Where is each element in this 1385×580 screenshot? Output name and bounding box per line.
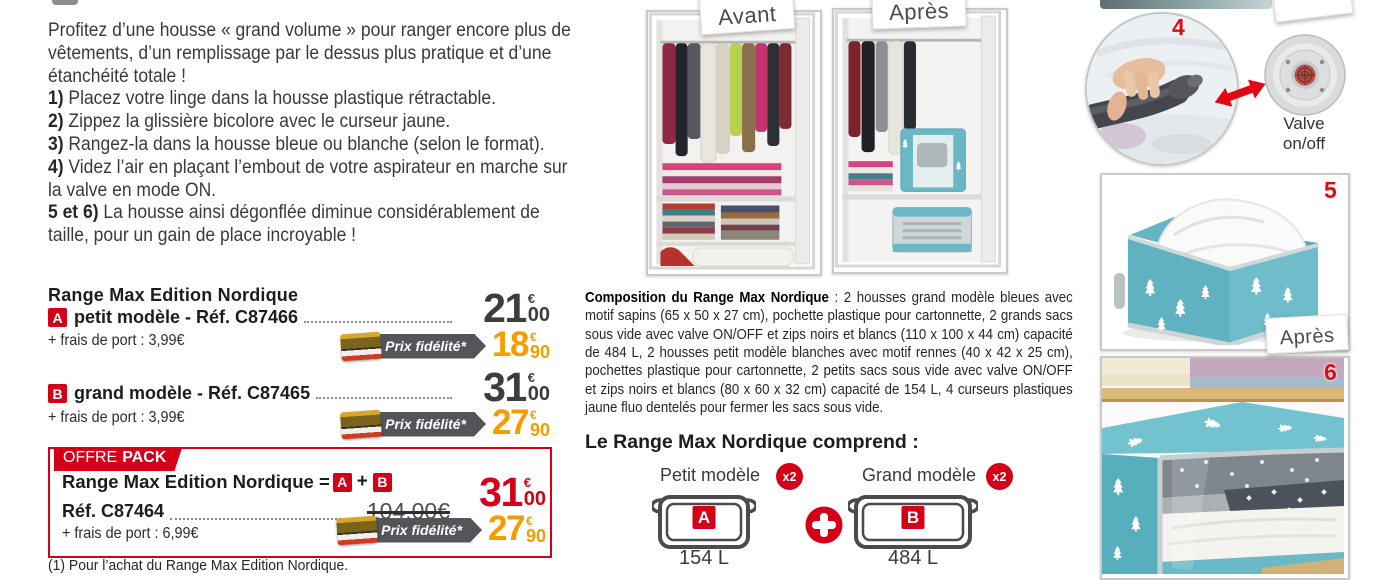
apres-label-card-right: Après xyxy=(1265,313,1349,355)
intro-and-steps: Profitez d’une housse « grand volume » p… xyxy=(48,20,580,248)
product-b-loyalty-price: 27 €90 xyxy=(492,403,550,442)
product-a-row: A petit modèle - Réf. C87466 xyxy=(48,307,550,328)
loyalty-card-icon xyxy=(340,331,383,361)
double-arrow-icon xyxy=(1210,72,1271,120)
cropped-photo-edge-left xyxy=(52,0,78,5)
product-b-row: B grand modèle - Réf. C87465 xyxy=(48,383,550,404)
letter-b-badge: B xyxy=(901,506,925,530)
composition-title: Composition du Range Max Nordique xyxy=(585,290,829,306)
letter-b-badge: B xyxy=(48,384,67,403)
avant-label: Avant xyxy=(717,0,778,30)
product-a-block: Range Max Edition Nordique A petit modèl… xyxy=(48,285,550,363)
letter-b-badge: B xyxy=(372,472,392,492)
product-a-price: 21 €00 xyxy=(483,285,550,331)
pack-shipping: + frais de port : 6,99€ xyxy=(62,525,199,542)
pack-loyalty-price: 27 €90 xyxy=(488,509,546,548)
product-a-loyalty-price: 18 €90 xyxy=(492,325,550,364)
bag-a-drawing: A xyxy=(650,489,758,549)
shelf-bag-closeup-photo xyxy=(1100,356,1350,580)
dotted-leader xyxy=(316,397,452,399)
intro-paragraph: Profitez d’une housse « grand volume » p… xyxy=(48,20,571,87)
composition-paragraph: Composition du Range Max Nordique : 2 ho… xyxy=(585,290,1073,417)
apres-label: Après xyxy=(888,0,950,26)
pack-price: 31 €00 xyxy=(479,469,546,515)
wardrobe-before-photo xyxy=(646,10,822,276)
step-4-number: 4 xyxy=(1172,14,1185,40)
step-5-number: 5 xyxy=(1324,177,1337,203)
loyalty-card-icon xyxy=(336,515,379,545)
offre-pack-badge: OFFRE PACK xyxy=(54,447,182,471)
prix-fidelite-badge: Prix fidélité* xyxy=(373,334,486,359)
product-b-block: B grand modèle - Réf. C87465 31 €00 + fr… xyxy=(48,364,550,442)
apres-label-card-top: Après xyxy=(871,0,967,30)
wardrobe-after-photo xyxy=(832,8,1008,274)
x2-badge-petit: x2 xyxy=(776,463,803,490)
loyalty-card-icon xyxy=(340,409,383,439)
prix-fidelite-badge: Prix fidélité* xyxy=(373,412,486,437)
petit-modele-label: Petit modèle xyxy=(660,465,761,485)
bag-b-drawing: B xyxy=(846,489,980,549)
product-a-loyalty: Prix fidélité* 18 €90 xyxy=(340,325,550,364)
comprend-heading: Le Range Max Nordique comprend : xyxy=(585,431,919,453)
prix-fidelite-badge: Prix fidélité* xyxy=(369,518,482,543)
pack-equation: Range Max Edition Nordique = A + B xyxy=(62,471,395,493)
step-2: 2) Zippez la glissière bicolore avec le … xyxy=(48,111,451,133)
letter-a-badge: A xyxy=(332,472,352,492)
step-4: 4) Videz l’air en plaçant l’embout de vo… xyxy=(48,156,568,201)
cropped-label-card xyxy=(1272,0,1354,23)
product-a-name: petit modèle - Réf. C87466 xyxy=(74,307,299,327)
letter-a-badge: A xyxy=(48,308,67,327)
plus-icon xyxy=(804,505,844,545)
step-6-number: 6 xyxy=(1324,359,1337,385)
letter-a-badge: A xyxy=(692,506,716,530)
step-5-6: 5 et 6) La housse ainsi dégonflée diminu… xyxy=(48,202,540,247)
plus-sign: + xyxy=(356,471,368,492)
product-b-price: 31 €00 xyxy=(483,364,550,410)
product-a-shipping: + frais de port : 3,99€ xyxy=(48,332,185,349)
valve-caption: Valve on/off xyxy=(1282,114,1326,153)
step-3: 3) Rangez-la dans la housse bleue ou bla… xyxy=(48,133,545,155)
pack-ref-row: Réf. C87464 104,00€ xyxy=(62,498,450,525)
step-1: 1) Placez votre linge dans la housse pla… xyxy=(48,88,496,110)
apres-label: Après xyxy=(1279,324,1336,350)
pack-ref: Réf. C87464 xyxy=(62,501,165,521)
product-b-shipping: + frais de port : 3,99€ xyxy=(48,409,185,426)
vacuum-nozzle-photo xyxy=(1085,12,1239,166)
product-b-loyalty: Prix fidélité* 27 €90 xyxy=(340,403,550,442)
product-title: Range Max Edition Nordique xyxy=(48,285,299,305)
offre-pack-box: OFFRE PACK Range Max Edition Nordique = A… xyxy=(48,447,552,558)
grand-modele-label: Grand modèle xyxy=(862,465,977,485)
capacity-petit: 154 L xyxy=(678,547,730,569)
dotted-leader xyxy=(304,321,452,323)
valve-photo xyxy=(1264,34,1346,116)
footnote: (1) Pour l’achat du Range Max Edition No… xyxy=(48,557,349,574)
product-b-name: grand modèle - Réf. C87465 xyxy=(74,383,311,403)
pack-loyalty: Prix fidélité* 27 €90 xyxy=(336,509,546,548)
x2-badge-grand: x2 xyxy=(986,463,1013,490)
cropped-photo-edge-right xyxy=(1100,0,1272,9)
dotted-leader xyxy=(170,518,361,520)
capacity-grand: 484 L xyxy=(887,547,939,569)
